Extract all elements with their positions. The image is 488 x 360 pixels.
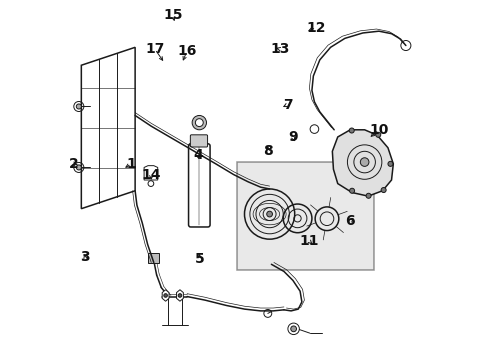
Polygon shape (332, 130, 392, 196)
Circle shape (76, 104, 81, 109)
Circle shape (266, 211, 272, 217)
Text: 16: 16 (177, 44, 196, 58)
Circle shape (366, 193, 370, 198)
Text: 6: 6 (345, 214, 354, 228)
FancyBboxPatch shape (188, 144, 210, 227)
Text: 13: 13 (270, 42, 289, 56)
Text: 8: 8 (263, 144, 272, 158)
Circle shape (380, 188, 386, 193)
Bar (237, 162, 373, 270)
Polygon shape (148, 253, 159, 263)
FancyBboxPatch shape (190, 135, 207, 147)
Text: 12: 12 (306, 21, 325, 35)
Circle shape (348, 128, 353, 133)
Polygon shape (176, 290, 183, 301)
Circle shape (360, 158, 368, 166)
Circle shape (195, 119, 203, 127)
Text: 1: 1 (126, 157, 136, 171)
Circle shape (178, 294, 182, 297)
Polygon shape (144, 166, 158, 180)
Circle shape (163, 294, 167, 297)
Circle shape (387, 161, 392, 166)
Text: 11: 11 (299, 234, 318, 248)
Text: 15: 15 (163, 8, 182, 22)
Circle shape (192, 116, 206, 130)
Text: 10: 10 (368, 123, 388, 137)
Text: 9: 9 (287, 130, 297, 144)
Circle shape (76, 165, 81, 170)
Polygon shape (162, 290, 169, 301)
Text: 2: 2 (69, 157, 79, 171)
Text: 14: 14 (141, 168, 161, 182)
Text: 7: 7 (282, 98, 292, 112)
Text: 3: 3 (80, 250, 89, 264)
Polygon shape (81, 47, 135, 209)
Text: 5: 5 (194, 252, 204, 266)
Text: 4: 4 (193, 148, 203, 162)
Text: 17: 17 (145, 42, 164, 56)
Circle shape (375, 132, 380, 137)
Circle shape (349, 188, 354, 193)
Circle shape (290, 326, 296, 332)
